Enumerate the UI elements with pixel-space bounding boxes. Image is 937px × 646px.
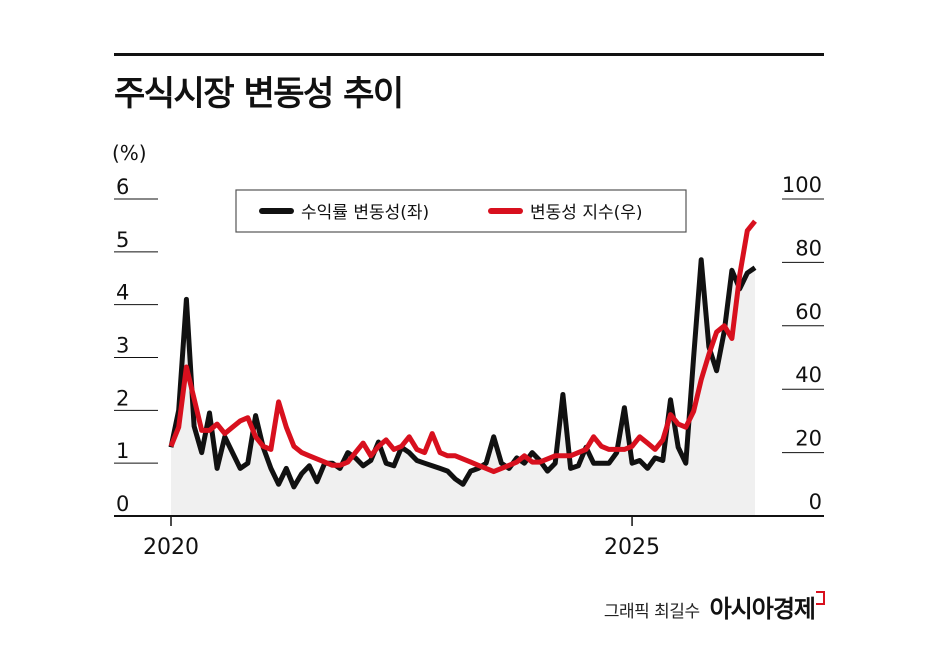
y-tick-left-4: 4 — [116, 281, 129, 305]
y-axis-unit: (%) — [112, 141, 147, 165]
y-tick-left-1: 1 — [116, 439, 129, 463]
legend: 수익률 변동성(좌) 변동성 지수(우) — [235, 189, 687, 233]
series-area-return-volatility — [171, 259, 755, 516]
grid-lines — [114, 198, 824, 464]
y-tick-right-60: 60 — [795, 300, 822, 324]
y-axis-right-ticks: 0 20 40 60 80 100 — [782, 173, 822, 514]
y-tick-right-40: 40 — [795, 363, 822, 387]
x-axis-ticks: 2020 2025 — [143, 516, 660, 560]
series-line-volatility-index — [168, 219, 757, 475]
y-tick-right-80: 80 — [795, 236, 822, 260]
credit-label: 그래픽 최길수 — [603, 602, 700, 622]
y-tick-left-3: 3 — [116, 334, 129, 358]
y-tick-left-5: 5 — [116, 228, 129, 252]
x-tick-2020: 2020 — [143, 535, 199, 560]
chart-title: 주식시장 변동성 추이 — [114, 74, 404, 114]
credit-line: 그래픽 최길수 아시아경제 — [604, 589, 825, 624]
top-rule — [114, 53, 824, 56]
y-tick-left-2: 2 — [116, 386, 129, 410]
brand-text: 아시아경제 — [709, 595, 816, 623]
brand-mark-icon — [816, 591, 825, 605]
y-tick-right-20: 20 — [795, 427, 822, 451]
brand-logo: 아시아경제 — [710, 589, 825, 624]
series-line-return-volatility — [168, 257, 757, 490]
legend-box — [235, 189, 687, 233]
y-tick-left-0: 0 — [116, 492, 129, 516]
y-tick-right-100: 100 — [782, 173, 822, 197]
legend-label-return-volatility: 수익률 변동성(좌) — [301, 203, 429, 223]
y-tick-right-0: 0 — [809, 490, 822, 514]
x-tick-2025: 2025 — [604, 535, 660, 560]
y-tick-left-6: 6 — [116, 175, 129, 199]
y-axis-left-ticks: 0 1 2 3 4 5 6 — [116, 175, 129, 516]
legend-label-volatility-index: 변동성 지수(우) — [530, 203, 643, 223]
